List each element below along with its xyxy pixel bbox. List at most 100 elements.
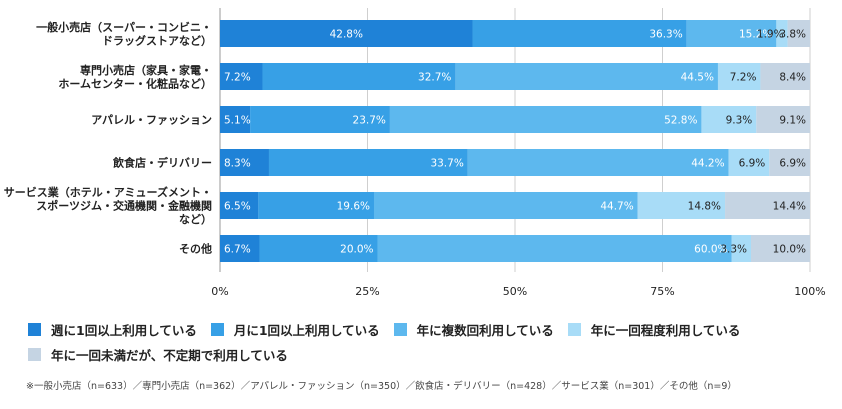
data-label: 9.1%: [779, 115, 806, 127]
data-label: 3.3%: [720, 244, 747, 256]
bar-segment: [220, 106, 251, 133]
data-label: 32.7%: [418, 72, 451, 84]
category-label-line: アパレル・ファッション: [91, 114, 212, 127]
data-label: 23.7%: [353, 115, 386, 127]
data-label: 44.7%: [600, 201, 633, 213]
data-label: 3.8%: [779, 29, 806, 41]
data-label: 6.7%: [224, 244, 251, 256]
bar-segment: [250, 106, 390, 133]
data-label: 5.1%: [224, 115, 251, 127]
bar-segment: [373, 192, 638, 219]
data-label: 14.8%: [688, 201, 721, 213]
data-label: 42.8%: [330, 29, 363, 41]
bar-segment: [220, 192, 259, 219]
bar-segment: [637, 192, 726, 219]
category-label: サービス業（ホテル・アミューズメント・スポーツジム・交通機関・金融機関など）: [4, 185, 212, 226]
data-label: 7.2%: [730, 72, 757, 84]
data-label: 44.2%: [691, 158, 724, 170]
data-label: 1.9%: [757, 29, 784, 41]
bar-segment: [751, 235, 810, 262]
legend-item: 週に1回以上利用している: [28, 320, 197, 339]
data-label: 15.2%: [739, 29, 772, 41]
bar-segment: [472, 20, 687, 47]
bar-segment: [220, 149, 269, 176]
legend-label: 週に1回以上利用している: [51, 323, 197, 338]
bar-segment: [776, 20, 788, 47]
x-tick-label: 25%: [355, 285, 379, 298]
category-label-line: サービス業（ホテル・アミューズメント・: [4, 185, 212, 199]
category-label-line: その他: [179, 242, 212, 256]
chart-legend: 週に1回以上利用している 月に1回以上利用している 年に複数回利用している 年に一回程…: [28, 320, 828, 364]
bar-segment: [259, 235, 378, 262]
category-label-line: 専門小売店（家具・家電・: [80, 63, 212, 77]
data-label: 19.6%: [337, 201, 370, 213]
legend-item: 年に一回未満だが、不定期で利用している: [28, 345, 288, 364]
bar-segment: [220, 63, 263, 90]
bar-segment: [725, 192, 810, 219]
data-label: 6.9%: [739, 158, 766, 170]
bar-segment: [220, 20, 473, 47]
bar-segment: [717, 63, 761, 90]
bar-segment: [728, 149, 770, 176]
data-labels: 42.8% 36.3% 15.2%1.9%3.8% 7.2% 32.7% 44.5% 7.2…: [224, 29, 806, 256]
legend-label: 年に複数回利用している: [416, 323, 554, 338]
data-label: 8.3%: [224, 158, 251, 170]
x-tick-label: 100%: [794, 285, 825, 298]
bar-segment: [377, 235, 732, 262]
data-label: 8.4%: [779, 72, 806, 84]
legend-swatch: [210, 323, 224, 336]
bar-segment: [389, 106, 702, 133]
bar-segment: [220, 235, 260, 262]
category-label: その他: [179, 242, 212, 256]
bar-segment: [455, 63, 718, 90]
data-label: 6.5%: [224, 201, 251, 213]
legend-item: 月に1回以上利用している: [210, 320, 380, 339]
data-label: 44.5%: [681, 72, 714, 84]
bar-segment: [769, 149, 810, 176]
data-label: 60.0%: [694, 244, 727, 256]
sample-size-note: ※一般小売店（n=633）／専門小売店（n=362）／アパレル・ファッション（n…: [26, 381, 737, 392]
x-tick-label: 75%: [650, 285, 674, 298]
category-label-line: ホームセンター・化粧品など）: [58, 76, 212, 90]
legend-label: 月に1回以上利用している: [233, 323, 380, 338]
category-label-line: 一般小売店（スーパー・コンビニ・: [36, 20, 212, 34]
category-label: アパレル・ファッション: [91, 114, 212, 127]
bar-segment: [787, 20, 810, 47]
legend-label: 年に一回未満だが、不定期で利用している: [51, 348, 288, 363]
category-label-line: 飲食店・デリバリー: [112, 156, 212, 170]
data-label: 52.8%: [664, 115, 697, 127]
category-label: 一般小売店（スーパー・コンビニ・ドラッグストアなど）: [36, 20, 212, 48]
bar-segment: [731, 235, 751, 262]
data-label: 10.0%: [773, 244, 806, 256]
legend-item: 年に複数回利用している: [393, 320, 554, 339]
data-label: 20.0%: [340, 244, 373, 256]
bar-segment: [756, 106, 810, 133]
bar-segment: [760, 63, 810, 90]
x-axis-ticks: 0% 25% 50% 75% 100%: [211, 285, 825, 298]
data-label: 36.3%: [649, 29, 682, 41]
category-label: 専門小売店（家具・家電・ホームセンター・化粧品など）: [58, 63, 212, 91]
bar-segment: [258, 192, 374, 219]
category-label-line: など）: [179, 213, 212, 226]
gridlines: [219, 8, 811, 272]
bar-segment: [467, 149, 729, 176]
legend-item: 年に一回程度利用している: [567, 320, 741, 339]
category-label: 飲食店・デリバリー: [112, 156, 212, 170]
category-label-line: スポーツジム・交通機関・金融機関: [36, 199, 212, 213]
x-tick-label: 50%: [503, 285, 527, 298]
data-label: 14.4%: [773, 201, 806, 213]
legend-swatch: [28, 348, 41, 361]
legend-swatch: [393, 323, 407, 336]
category-label-line: ドラッグストアなど）: [102, 33, 212, 47]
x-tick-label: 0%: [211, 285, 228, 298]
bars: [220, 20, 810, 262]
legend-swatch: [567, 323, 581, 336]
bar-segment: [701, 106, 757, 133]
stacked-bar-chart: 42.8% 36.3% 15.2%1.9%3.8% 7.2% 32.7% 44.5% 7.2…: [4, 8, 826, 298]
data-label: 33.7%: [430, 158, 463, 170]
bar-segment: [262, 63, 456, 90]
data-label: 6.9%: [779, 158, 806, 170]
bar-segment: [268, 149, 468, 176]
legend-label: 年に一回程度利用している: [590, 323, 741, 338]
category-labels: 一般小売店（スーパー・コンビニ・ドラッグストアなど） 専門小売店（家具・家電・ホー…: [4, 20, 212, 256]
